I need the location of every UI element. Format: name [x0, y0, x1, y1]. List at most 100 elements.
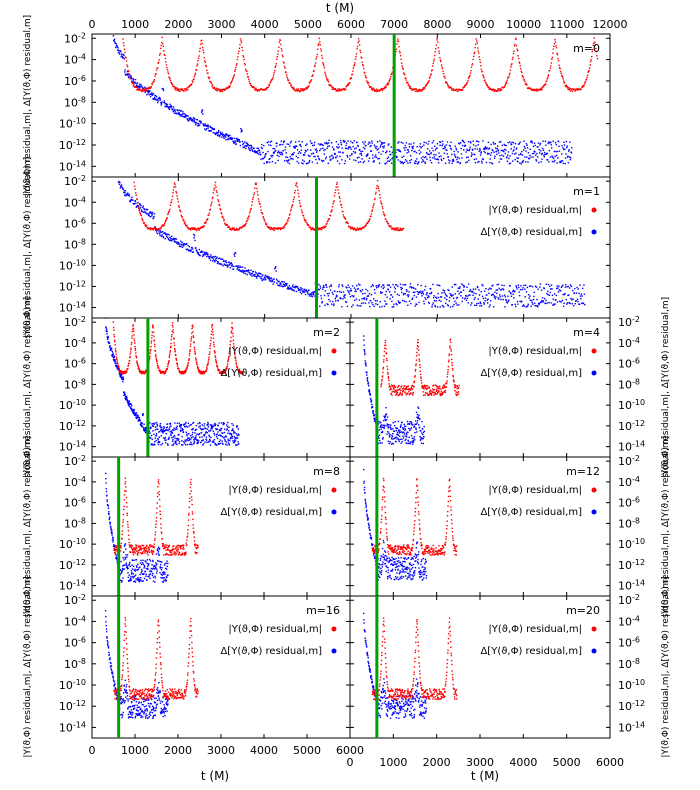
blue-point [122, 381, 123, 382]
blue-point [576, 292, 577, 293]
red-point [221, 213, 222, 214]
blue-point [309, 160, 310, 161]
blue-point [489, 162, 490, 163]
red-point [206, 70, 207, 71]
red-point [113, 334, 114, 335]
red-point [338, 189, 339, 190]
red-point [325, 75, 326, 76]
red-point [218, 201, 219, 202]
red-point [368, 221, 369, 222]
red-point [175, 89, 176, 90]
blue-point [533, 299, 534, 300]
red-point [175, 351, 176, 352]
blue-point [477, 298, 478, 299]
red-point [233, 340, 234, 341]
red-point [178, 89, 179, 90]
blue-point [409, 286, 410, 287]
red-point [150, 346, 151, 347]
blue-point [319, 150, 320, 151]
blue-point [420, 143, 421, 144]
blue-point [373, 161, 374, 162]
red-point [114, 341, 115, 342]
red-point [166, 67, 167, 68]
blue-point [335, 300, 336, 301]
blue-point [487, 299, 488, 300]
blue-point [329, 293, 330, 294]
blue-point [227, 433, 228, 434]
blue-point [433, 297, 434, 298]
blue-point [424, 297, 425, 298]
blue-point [140, 84, 141, 85]
red-point [130, 351, 131, 352]
blue-point [407, 163, 408, 164]
blue-point [207, 429, 208, 430]
blue-point [233, 425, 234, 426]
red-point [193, 342, 194, 343]
blue-point [514, 290, 515, 291]
blue-point [209, 440, 210, 441]
red-point [211, 85, 212, 86]
blue-point [466, 287, 467, 288]
blue-point [157, 233, 158, 234]
blue-point [349, 155, 350, 156]
red-point [273, 72, 274, 73]
blue-point [495, 296, 496, 297]
red-point [281, 50, 282, 51]
blue-point [317, 163, 318, 164]
red-point [133, 328, 134, 329]
blue-point [190, 424, 191, 425]
red-point [369, 219, 370, 220]
red-point [415, 91, 416, 92]
blue-point [203, 251, 204, 252]
blue-point [326, 156, 327, 157]
blue-point [328, 163, 329, 164]
red-point [517, 50, 518, 51]
blue-point [380, 291, 381, 292]
blue-point [522, 162, 523, 163]
blue-point [114, 39, 115, 40]
blue-point [182, 429, 183, 430]
red-point [293, 87, 294, 88]
blue-point [217, 438, 218, 439]
red-point [382, 206, 383, 207]
red-point [397, 38, 398, 39]
red-point [286, 76, 287, 77]
red-point [474, 47, 475, 48]
red-point [337, 186, 338, 187]
blue-point [297, 157, 298, 158]
red-point [355, 56, 356, 57]
blue-point [238, 267, 239, 268]
blue-point [554, 160, 555, 161]
blue-point [446, 153, 447, 154]
blue-point [423, 144, 424, 145]
blue-series [118, 181, 586, 308]
red-point [278, 50, 279, 51]
blue-point [184, 113, 185, 114]
blue-point [240, 145, 241, 146]
blue-point [553, 298, 554, 299]
red-point [279, 41, 280, 42]
red-point [155, 357, 156, 358]
blue-point [331, 142, 332, 143]
legend-blue-marker [592, 230, 597, 235]
blue-point [486, 294, 487, 295]
blue-point [497, 297, 498, 298]
blue-point [335, 157, 336, 158]
blue-point [444, 153, 445, 154]
red-point [254, 192, 255, 193]
blue-point [583, 284, 584, 285]
red-point [574, 90, 575, 91]
red-point [168, 212, 169, 213]
red-point [472, 63, 473, 64]
blue-point [182, 444, 183, 445]
y-tick-label: 10-6 [64, 216, 86, 230]
red-point [510, 69, 511, 70]
blue-point [575, 300, 576, 301]
blue-point [529, 155, 530, 156]
blue-point [391, 301, 392, 302]
red-point [247, 73, 248, 74]
blue-point [392, 284, 393, 285]
blue-point [494, 158, 495, 159]
blue-point [324, 149, 325, 150]
blue-point [529, 295, 530, 296]
